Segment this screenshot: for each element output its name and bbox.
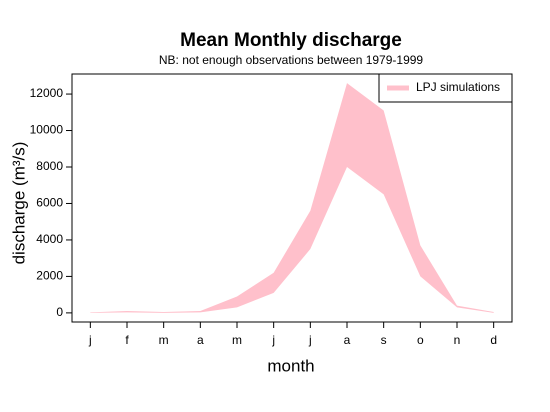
plot-frame (71, 73, 513, 323)
x-tick-label: o (417, 333, 424, 347)
y-tick-label: 4000 (36, 232, 63, 246)
band-area (90, 83, 494, 313)
y-tick-label: 12000 (30, 86, 64, 100)
x-tick-label: s (381, 333, 387, 347)
y-axis-label: discharge (m³/s) (9, 142, 28, 265)
y-tick-label: 2000 (36, 269, 63, 283)
y-tick-label: 8000 (36, 159, 63, 173)
x-tick-label: d (490, 333, 497, 347)
y-tick-label: 6000 (36, 196, 63, 210)
y-tick-label: 0 (56, 305, 63, 319)
x-tick-label: a (344, 333, 351, 347)
legend-label: LPJ simulations (416, 80, 500, 94)
x-tick-label: j (88, 333, 92, 347)
x-tick-label: n (454, 333, 461, 347)
x-tick-label: j (271, 333, 275, 347)
chart-title: Mean Monthly discharge (180, 30, 402, 51)
x-tick-label: j (308, 333, 312, 347)
x-axis-label: month (267, 356, 314, 375)
y-tick-label: 10000 (30, 123, 64, 137)
x-tick-label: m (159, 333, 169, 347)
chart-subtitle: NB: not enough observations between 1979… (159, 53, 424, 67)
x-tick-label: f (125, 333, 129, 347)
x-tick-label: m (232, 333, 242, 347)
x-tick-label: a (197, 333, 204, 347)
